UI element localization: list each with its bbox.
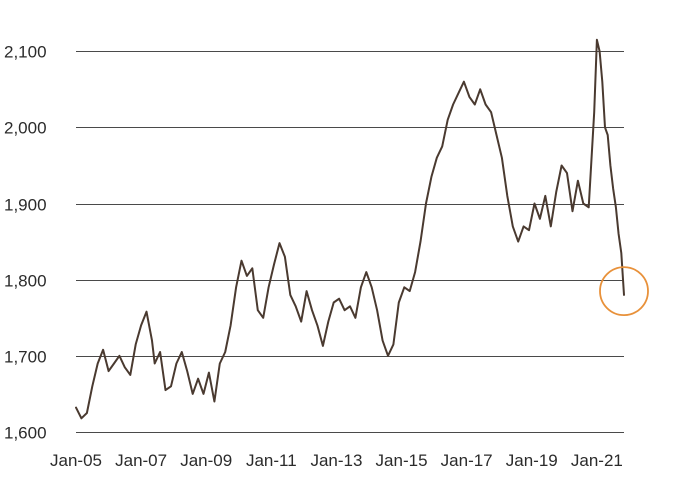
series-line (75, 38, 625, 420)
x-tick-label: Jan-13 (310, 451, 362, 470)
x-tick-label: Jan-07 (115, 451, 167, 470)
y-tick-label: 2,100 (4, 43, 47, 62)
x-tick-label: Jan-17 (441, 451, 493, 470)
y-tick-label: 1,700 (4, 348, 47, 367)
y-tick-label: 1,800 (4, 272, 47, 291)
y-tick-label: 1,600 (4, 424, 47, 443)
x-tick-label: Jan-19 (506, 451, 558, 470)
y-axis-tick-labels: 1,600 1,700 1,800 1,900 2,000 2,100 (4, 43, 47, 443)
highlight-circle (599, 266, 649, 317)
x-axis-tick-labels: Jan-05 Jan-07 Jan-09 Jan-11 Jan-13 Jan-15 Jan-… (50, 451, 623, 470)
x-tick-label: Jan-05 (50, 451, 102, 470)
series-layer (75, 38, 625, 420)
annotation-layer (599, 266, 649, 317)
gridlines (76, 51, 624, 433)
x-tick-label: Jan-11 (246, 451, 297, 470)
x-tick-label: Jan-15 (376, 451, 428, 470)
y-tick-label: 2,000 (4, 119, 47, 138)
y-tick-label: 1,900 (4, 196, 47, 215)
x-tick-label: Jan-09 (180, 451, 232, 470)
x-tick-label: Jan-21 (571, 451, 623, 470)
